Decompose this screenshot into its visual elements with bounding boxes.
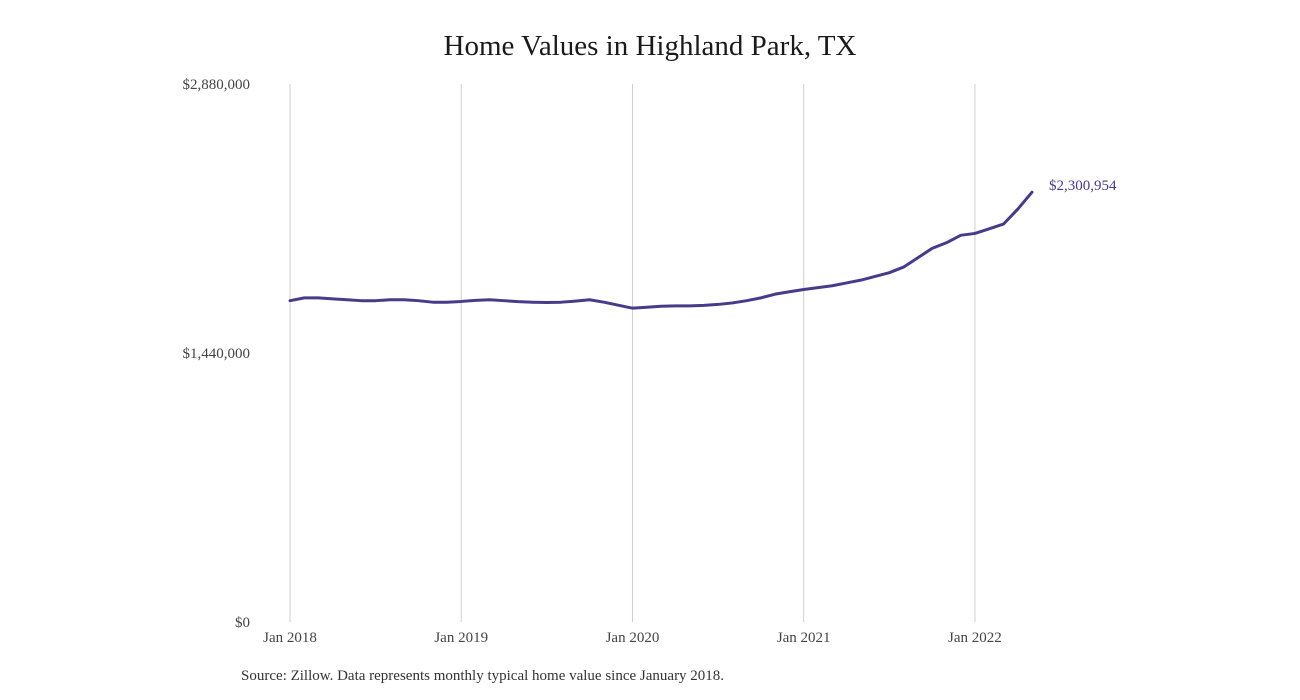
x-axis-tick-labels: Jan 2018 Jan 2019 Jan 2020 Jan 2021 Jan 2022 [263, 630, 1002, 646]
y-tick-label-1: $1,440,000 [183, 346, 251, 362]
x-tick-label-3: Jan 2021 [777, 630, 831, 646]
x-tick-label-0: Jan 2018 [263, 630, 317, 646]
series-layer [288, 190, 1034, 310]
x-tick-label-1: Jan 2019 [434, 630, 488, 646]
grid-lines [289, 84, 976, 622]
y-tick-label-2: $2,880,000 [183, 77, 251, 93]
y-axis-tick-labels: $0 $1,440,000 $2,880,000 [183, 77, 251, 631]
source-note: Source: Zillow. Data represents monthly … [241, 668, 725, 684]
chart-title: Home Values in Highland Park, TX [443, 30, 857, 62]
x-tick-label-4: Jan 2022 [948, 630, 1002, 646]
end-value-label: $2,300,954 [1049, 178, 1117, 194]
x-tick-label-2: Jan 2020 [606, 630, 660, 646]
y-tick-label-0: $0 [235, 615, 250, 631]
series-line-0 [288, 190, 1034, 310]
